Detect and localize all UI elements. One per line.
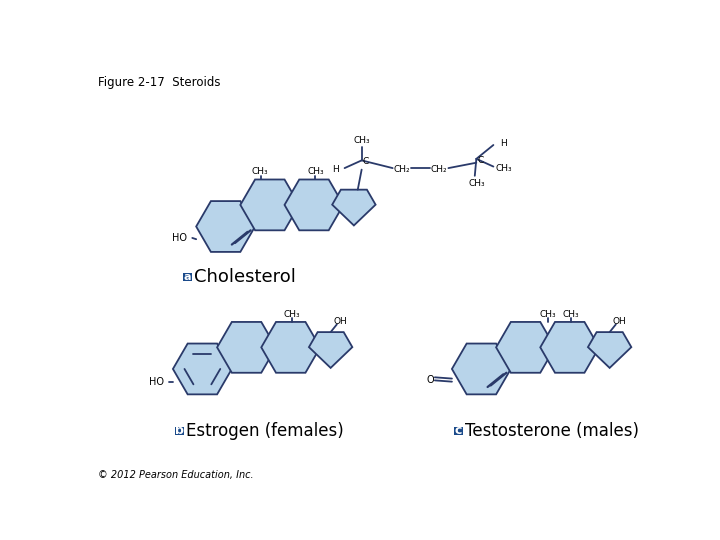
Text: HO: HO (172, 233, 187, 243)
FancyBboxPatch shape (454, 427, 463, 435)
Text: Figure 2-17  Steroids: Figure 2-17 Steroids (98, 76, 220, 89)
FancyBboxPatch shape (175, 427, 184, 435)
Text: OH: OH (333, 317, 347, 326)
Polygon shape (261, 322, 320, 373)
Polygon shape (496, 322, 555, 373)
Text: CH₃: CH₃ (468, 179, 485, 188)
Text: H: H (500, 139, 507, 148)
Polygon shape (540, 322, 599, 373)
Text: CH₃: CH₃ (563, 310, 580, 319)
Text: C: C (362, 158, 369, 166)
Text: CH₃: CH₃ (307, 167, 324, 176)
Text: CH₃: CH₃ (354, 136, 370, 145)
Text: Testosterone (males): Testosterone (males) (465, 422, 639, 440)
Polygon shape (284, 179, 343, 231)
Polygon shape (309, 332, 352, 368)
Polygon shape (452, 343, 510, 394)
Text: CH₃: CH₃ (496, 164, 513, 173)
Polygon shape (196, 201, 255, 252)
Text: CH₃: CH₃ (284, 310, 300, 319)
Polygon shape (240, 179, 300, 231)
Polygon shape (588, 332, 631, 368)
Polygon shape (217, 322, 276, 373)
Text: a: a (184, 272, 191, 282)
Text: CH₃: CH₃ (251, 167, 268, 176)
Text: O: O (426, 375, 434, 386)
Text: c: c (455, 424, 462, 437)
FancyBboxPatch shape (183, 273, 192, 281)
Text: b: b (175, 424, 184, 437)
Text: OH: OH (612, 317, 626, 326)
Text: H: H (332, 165, 338, 174)
Text: CH₃: CH₃ (539, 310, 556, 319)
Text: CH₂: CH₂ (431, 165, 447, 174)
Text: Estrogen (females): Estrogen (females) (186, 422, 344, 440)
Text: CH₂: CH₂ (394, 165, 410, 174)
Text: C: C (477, 156, 483, 165)
Text: © 2012 Pearson Education, Inc.: © 2012 Pearson Education, Inc. (98, 470, 253, 480)
Text: Cholesterol: Cholesterol (194, 268, 296, 286)
Polygon shape (332, 190, 376, 226)
Text: HO: HO (148, 377, 163, 387)
Polygon shape (173, 343, 232, 394)
